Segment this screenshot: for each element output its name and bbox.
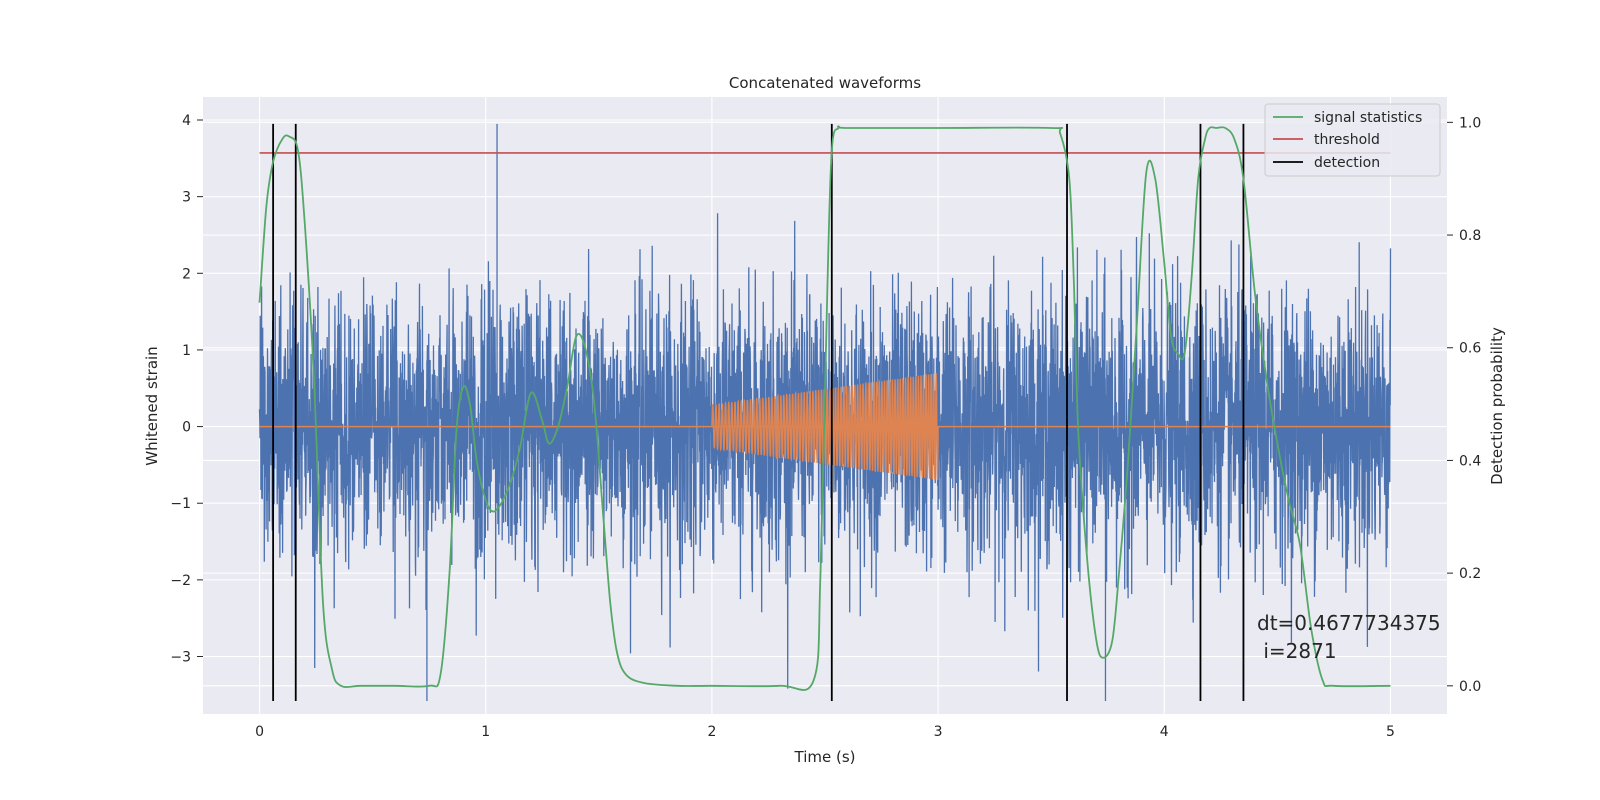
y-tick-label: 4 (182, 113, 191, 129)
y-tick-label: −1 (170, 496, 191, 512)
legend-label-signal-statistics: signal statistics (1314, 110, 1422, 126)
y-tick-label: 3 (182, 190, 191, 206)
y-tick-label: 2 (182, 266, 191, 282)
legend: signal statistics threshold detection (1264, 103, 1441, 177)
y-right-tick-label: 0.6 (1459, 341, 1481, 357)
y-axis-label: Whitened strain (143, 346, 161, 465)
x-tick-label: 2 (707, 724, 716, 740)
y-right-tick-label: 1.0 (1459, 115, 1481, 131)
annotation-index: i=2871 (1257, 639, 1337, 663)
x-tick-label: 0 (255, 724, 264, 740)
y-tick-label: 1 (182, 343, 191, 359)
y-tick-label: −3 (170, 650, 191, 666)
legend-label-threshold: threshold (1314, 132, 1380, 148)
x-tick-label: 3 (934, 724, 943, 740)
x-tick-label: 5 (1386, 724, 1395, 740)
y-right-tick-label: 0.4 (1459, 453, 1481, 469)
data-layer (258, 123, 1392, 701)
chart-title: Concatenated waveforms (729, 74, 921, 92)
y-right-tick-label: 0.8 (1459, 228, 1481, 244)
y-axis-right-label: Detection probability (1488, 327, 1506, 485)
x-tick-label: 4 (1160, 724, 1169, 740)
y-tick-label: −2 (170, 573, 191, 589)
axes: 0 1 2 3 4 5 −3 −2 −1 0 1 2 3 4 0.0 0.2 0.4 0.6 0.8 1.0 (170, 113, 1481, 740)
x-tick-label: 1 (481, 724, 490, 740)
y-right-tick-label: 0.0 (1459, 679, 1481, 695)
legend-box (1264, 103, 1441, 177)
series-signal-statistics (258, 125, 1391, 691)
y-tick-label: 0 (182, 420, 191, 436)
x-axis-label: Time (s) (794, 748, 856, 766)
y-right-tick-label: 0.2 (1459, 566, 1481, 582)
annotation-dt: dt=0.4677734375 (1257, 611, 1441, 635)
legend-label-detection: detection (1314, 155, 1380, 171)
